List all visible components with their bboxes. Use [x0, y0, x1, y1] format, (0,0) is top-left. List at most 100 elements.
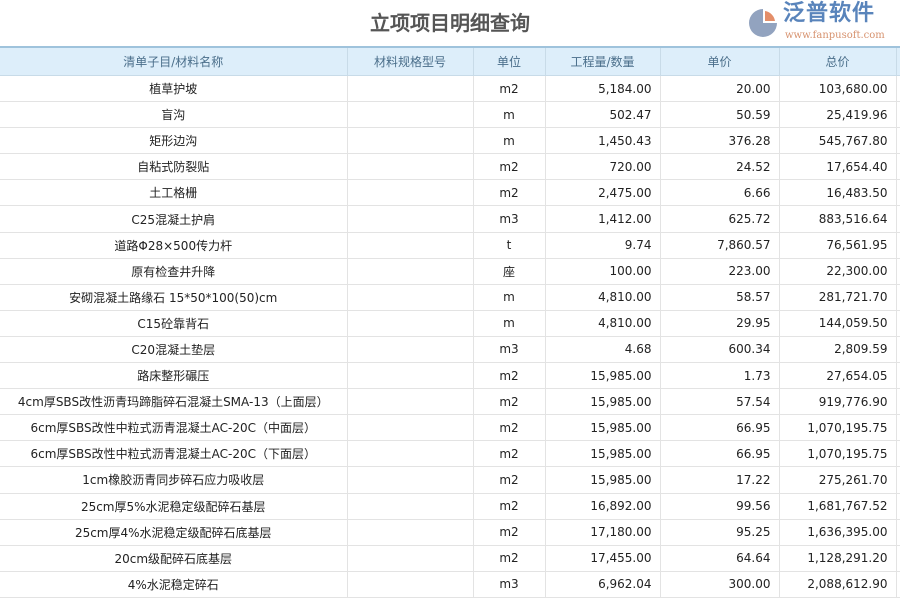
cell-spec [347, 179, 474, 207]
cell-name: 4cm厚SBS改性沥青玛蹄脂碎石混凝土SMA-13（上面层） [0, 388, 348, 416]
table-row[interactable]: 4%水泥稳定碎石 m3 6,962.04 300.00 2,088,612.90 [0, 571, 900, 598]
table-row[interactable]: 4cm厚SBS改性沥青玛蹄脂碎石混凝土SMA-13（上面层） m2 15,985.0… [0, 388, 900, 416]
cell-quantity: 17,455.00 [545, 545, 661, 572]
cell-total: 1,070,195.75 [779, 440, 897, 468]
table-row[interactable]: 25cm厚4%水泥稳定级配碎石底基层 m2 17,180.00 95.25 1,636,… [0, 519, 900, 546]
cell-price: 29.95 [660, 310, 780, 337]
cell-unit: m2 [473, 414, 546, 442]
table-row[interactable]: 原有检查井升降 座 100.00 223.00 22,300.00 [0, 258, 900, 285]
cell-spec [347, 336, 474, 364]
cell-spec [347, 362, 474, 390]
cell-total: 22,300.00 [779, 258, 897, 285]
table-row[interactable]: C20混凝土垫层 m3 4.68 600.34 2,809.59 [0, 336, 900, 364]
cell-price: 600.34 [660, 336, 780, 364]
cell-spec [347, 127, 474, 155]
cell-total: 17,654.40 [779, 153, 897, 181]
table-row[interactable]: 矩形边沟 m 1,450.43 376.28 545,767.80 [0, 127, 900, 155]
cell-name: 25cm厚5%水泥稳定级配碎石基层 [0, 493, 348, 520]
cell-extra [896, 205, 900, 233]
cell-extra [896, 127, 900, 155]
cell-unit: m2 [473, 75, 546, 103]
cell-total: 25,419.96 [779, 101, 897, 129]
cell-unit: m2 [473, 519, 546, 546]
col-header-quantity[interactable]: 工程量/数量 [545, 46, 661, 76]
table-row[interactable]: 1cm橡胶沥青同步碎石应力吸收层 m2 15,985.00 17.22 275,261.… [0, 466, 900, 494]
cell-total: 1,681,767.52 [779, 493, 897, 520]
table-row[interactable]: 植草护坡 m2 5,184.00 20.00 103,680.00 [0, 75, 900, 103]
table-row[interactable]: 土工格栅 m2 2,475.00 6.66 16,483.50 [0, 179, 900, 207]
cell-unit: m2 [473, 153, 546, 181]
cell-extra [896, 153, 900, 181]
col-header-price[interactable]: 单价 [660, 46, 780, 76]
cell-spec [347, 232, 474, 259]
cell-name: 25cm厚4%水泥稳定级配碎石底基层 [0, 519, 348, 546]
cell-name: C15砼靠背石 [0, 310, 348, 337]
cell-quantity: 1,450.43 [545, 127, 661, 155]
cell-extra [896, 414, 900, 442]
table-row[interactable]: 6cm厚SBS改性中粒式沥青混凝土AC-20C（下面层） m2 15,985.00 6… [0, 440, 900, 468]
cell-price: 66.95 [660, 440, 780, 468]
col-header-name[interactable]: 清单子目/材料名称 [0, 46, 348, 76]
cell-name: 6cm厚SBS改性中粒式沥青混凝土AC-20C（中面层） [0, 414, 348, 442]
cell-price: 20.00 [660, 75, 780, 103]
table-row[interactable]: 自粘式防裂贴 m2 720.00 24.52 17,654.40 [0, 153, 900, 181]
cell-quantity: 720.00 [545, 153, 661, 181]
cell-extra [896, 232, 900, 259]
col-header-extra [896, 46, 900, 76]
cell-quantity: 4.68 [545, 336, 661, 364]
cell-name: C25混凝土护肩 [0, 205, 348, 233]
table-row[interactable]: C15砼靠背石 m 4,810.00 29.95 144,059.50 [0, 310, 900, 337]
cell-total: 1,070,195.75 [779, 414, 897, 442]
cell-spec [347, 153, 474, 181]
watermark-logo: 泛普软件 www.fanpusoft.com [745, 1, 895, 45]
table-row[interactable]: 安砌混凝土路缘石 15*50*100(50)cm m 4,810.00 58.57 28… [0, 284, 900, 311]
table-row[interactable]: 路床整形碾压 m2 15,985.00 1.73 27,654.05 [0, 362, 900, 390]
cell-price: 376.28 [660, 127, 780, 155]
table-row[interactable]: C25混凝土护肩 m3 1,412.00 625.72 883,516.64 [0, 205, 900, 233]
cell-name: 安砌混凝土路缘石 15*50*100(50)cm [0, 284, 348, 311]
cell-price: 1.73 [660, 362, 780, 390]
cell-unit: m [473, 310, 546, 337]
table-row[interactable]: 6cm厚SBS改性中粒式沥青混凝土AC-20C（中面层） m2 15,985.00 6… [0, 414, 900, 442]
cell-total: 27,654.05 [779, 362, 897, 390]
watermark-brand: 泛普软件 [783, 1, 876, 26]
col-header-total[interactable]: 总价 [779, 46, 897, 76]
cell-name: 4%水泥稳定碎石 [0, 571, 348, 598]
cell-spec [347, 545, 474, 572]
cell-extra [896, 571, 900, 598]
cell-extra [896, 258, 900, 285]
cell-quantity: 4,810.00 [545, 310, 661, 337]
cell-spec [347, 258, 474, 285]
cell-name: 盲沟 [0, 101, 348, 129]
cell-total: 275,261.70 [779, 466, 897, 494]
cell-quantity: 100.00 [545, 258, 661, 285]
table-row[interactable]: 25cm厚5%水泥稳定级配碎石基层 m2 16,892.00 99.56 1,681,7… [0, 493, 900, 520]
cell-name: 6cm厚SBS改性中粒式沥青混凝土AC-20C（下面层） [0, 440, 348, 468]
cell-quantity: 2,475.00 [545, 179, 661, 207]
table-row[interactable]: 盲沟 m 502.47 50.59 25,419.96 [0, 101, 900, 129]
table-row[interactable]: 道路Φ28×500传力杆 t 9.74 7,860.57 76,561.95 [0, 232, 900, 259]
cell-price: 6.66 [660, 179, 780, 207]
cell-extra [896, 466, 900, 494]
cell-total: 1,636,395.00 [779, 519, 897, 546]
cell-price: 17.22 [660, 466, 780, 494]
cell-spec [347, 466, 474, 494]
cell-name: 道路Φ28×500传力杆 [0, 232, 348, 259]
col-header-unit[interactable]: 单位 [473, 46, 546, 76]
cell-extra [896, 440, 900, 468]
cell-unit: m3 [473, 336, 546, 364]
cell-quantity: 15,985.00 [545, 362, 661, 390]
cell-unit: m [473, 284, 546, 311]
cell-extra [896, 336, 900, 364]
cell-unit: m2 [473, 388, 546, 416]
col-header-spec[interactable]: 材料规格型号 [347, 46, 474, 76]
cell-name: 路床整形碾压 [0, 362, 348, 390]
cell-spec [347, 310, 474, 337]
cell-unit: t [473, 232, 546, 259]
cell-unit: m2 [473, 440, 546, 468]
cell-unit: m [473, 127, 546, 155]
cell-unit: m2 [473, 362, 546, 390]
table-row[interactable]: 20cm级配碎石底基层 m2 17,455.00 64.64 1,128,291.20 [0, 545, 900, 572]
cell-name: 植草护坡 [0, 75, 348, 103]
cell-name: 原有检查井升降 [0, 258, 348, 285]
